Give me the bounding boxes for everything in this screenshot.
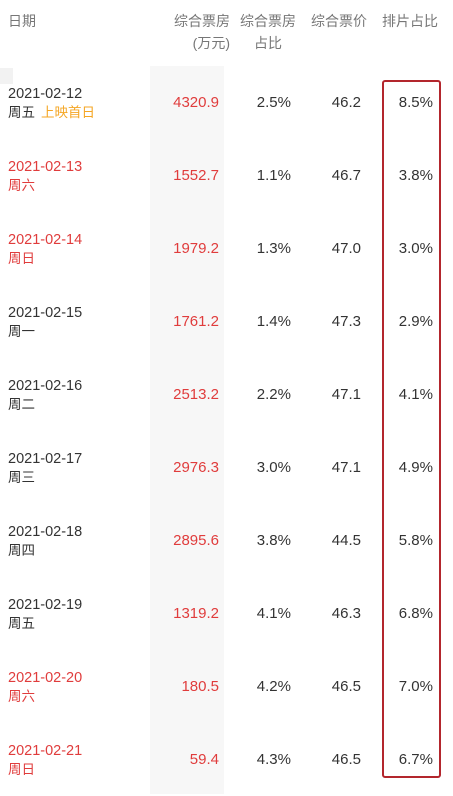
row-date: 2021-02-20	[8, 670, 83, 686]
row-avg-price: 47.0	[331, 240, 361, 257]
row-weekday-line: 周六	[8, 177, 35, 195]
row-avg-price: 46.3	[331, 605, 361, 622]
header-price[interactable]: 综合票价	[307, 12, 371, 31]
table-row[interactable]: 2021-02-13 周六 1552.7 1.1% 46.7 3.8%	[0, 139, 453, 212]
header-schedule[interactable]: 排片占比	[378, 12, 442, 31]
row-date: 2021-02-17	[8, 451, 83, 467]
table-row[interactable]: 2021-02-15 周一 1761.2 1.4% 47.3 2.9%	[0, 285, 453, 358]
row-weekday: 周一	[8, 324, 35, 339]
row-boxoffice: 4320.9	[173, 94, 219, 111]
row-boxoffice-share: 1.1%	[256, 167, 291, 184]
row-boxoffice: 2513.2	[173, 386, 219, 403]
row-schedule-share: 3.8%	[398, 167, 433, 184]
row-weekday-line: 周五 上映首日	[8, 104, 95, 122]
row-boxoffice-share: 1.3%	[256, 240, 291, 257]
row-weekday-line: 周三	[8, 469, 35, 487]
row-date: 2021-02-14	[8, 232, 83, 248]
table-row[interactable]: 2021-02-16 周二 2513.2 2.2% 47.1 4.1%	[0, 358, 453, 431]
header-date[interactable]: 日期	[8, 12, 36, 31]
row-avg-price: 46.2	[331, 94, 361, 111]
row-schedule-share: 5.8%	[398, 532, 433, 549]
boxoffice-column-shade	[150, 66, 224, 794]
row-weekday: 周二	[8, 397, 35, 412]
header-schedule-label: 排片占比	[382, 13, 438, 29]
table-header: 日期 综合票房 (万元) 综合票房 占比 综合票价 排片占比	[0, 0, 453, 66]
row-avg-price: 44.5	[331, 532, 361, 549]
row-schedule-share: 6.8%	[398, 605, 433, 622]
row-schedule-share: 4.9%	[398, 459, 433, 476]
row-weekday: 周三	[8, 470, 35, 485]
row-schedule-share: 6.7%	[398, 751, 433, 768]
row-marker	[0, 68, 13, 84]
row-boxoffice-share: 2.2%	[256, 386, 291, 403]
header-boxoffice-unit: (万元)	[192, 35, 230, 51]
row-avg-price: 46.5	[331, 751, 361, 768]
row-boxoffice-share: 4.3%	[256, 751, 291, 768]
table-row[interactable]: 2021-02-19 周五 1319.2 4.1% 46.3 6.8%	[0, 577, 453, 650]
row-date: 2021-02-13	[8, 159, 83, 175]
header-share-sub: 占比	[254, 35, 282, 51]
row-avg-price: 47.1	[331, 386, 361, 403]
row-date: 2021-02-19	[8, 597, 83, 613]
row-boxoffice-share: 4.1%	[256, 605, 291, 622]
row-weekday-line: 周一	[8, 323, 35, 341]
row-avg-price: 46.5	[331, 678, 361, 695]
header-date-label: 日期	[8, 13, 36, 29]
row-schedule-share: 7.0%	[398, 678, 433, 695]
row-schedule-share: 8.5%	[398, 94, 433, 111]
row-boxoffice-share: 3.8%	[256, 532, 291, 549]
row-weekday: 周五	[8, 616, 35, 631]
header-boxoffice-label: 综合票房	[174, 13, 230, 29]
row-boxoffice-share: 4.2%	[256, 678, 291, 695]
table-row[interactable]: 2021-02-17 周三 2976.3 3.0% 47.1 4.9%	[0, 431, 453, 504]
table-row[interactable]: 2021-02-18 周四 2895.6 3.8% 44.5 5.8%	[0, 504, 453, 577]
row-weekday-line: 周五	[8, 615, 35, 633]
row-schedule-share: 3.0%	[398, 240, 433, 257]
schedule-highlight-box	[382, 80, 441, 778]
row-boxoffice-share: 2.5%	[256, 94, 291, 111]
row-date: 2021-02-16	[8, 378, 83, 394]
row-weekday-line: 周六	[8, 688, 35, 706]
table-row[interactable]: 2021-02-14 周日 1979.2 1.3% 47.0 3.0%	[0, 212, 453, 285]
row-date: 2021-02-18	[8, 524, 83, 540]
header-boxoffice[interactable]: 综合票房 (万元)	[160, 12, 230, 53]
row-weekday: 周日	[8, 762, 35, 777]
table-row[interactable]: 2021-02-12 周五 上映首日 4320.9 2.5% 46.2 8.5%	[0, 66, 453, 139]
row-weekday: 周日	[8, 251, 35, 266]
row-schedule-share: 4.1%	[398, 386, 433, 403]
row-weekday-line: 周日	[8, 250, 35, 268]
row-weekday: 周五	[8, 105, 35, 120]
row-avg-price: 46.7	[331, 167, 361, 184]
row-schedule-share: 2.9%	[398, 313, 433, 330]
row-boxoffice: 2895.6	[173, 532, 219, 549]
row-avg-price: 47.3	[331, 313, 361, 330]
release-day-note: 上映首日	[41, 105, 95, 120]
table-row[interactable]: 2021-02-20 周六 180.5 4.2% 46.5 7.0%	[0, 650, 453, 723]
row-weekday-line: 周日	[8, 761, 35, 779]
header-share[interactable]: 综合票房 占比	[236, 12, 300, 53]
row-weekday-line: 周二	[8, 396, 35, 414]
header-price-label: 综合票价	[311, 13, 367, 29]
row-avg-price: 47.1	[331, 459, 361, 476]
header-share-label: 综合票房	[240, 13, 296, 29]
row-weekday: 周六	[8, 178, 35, 193]
row-weekday: 周六	[8, 689, 35, 704]
table-row[interactable]: 2021-02-21 周日 59.4 4.3% 46.5 6.7%	[0, 723, 453, 796]
row-date: 2021-02-15	[8, 305, 83, 321]
row-date: 2021-02-12	[8, 86, 83, 102]
row-boxoffice-share: 3.0%	[256, 459, 291, 476]
row-boxoffice: 180.5	[181, 678, 219, 695]
row-boxoffice: 1552.7	[173, 167, 219, 184]
row-weekday-line: 周四	[8, 542, 35, 560]
row-weekday: 周四	[8, 543, 35, 558]
row-boxoffice: 1319.2	[173, 605, 219, 622]
row-date: 2021-02-21	[8, 743, 83, 759]
row-boxoffice-share: 1.4%	[256, 313, 291, 330]
row-boxoffice: 1979.2	[173, 240, 219, 257]
row-boxoffice: 59.4	[189, 751, 219, 768]
row-boxoffice: 1761.2	[173, 313, 219, 330]
row-boxoffice: 2976.3	[173, 459, 219, 476]
